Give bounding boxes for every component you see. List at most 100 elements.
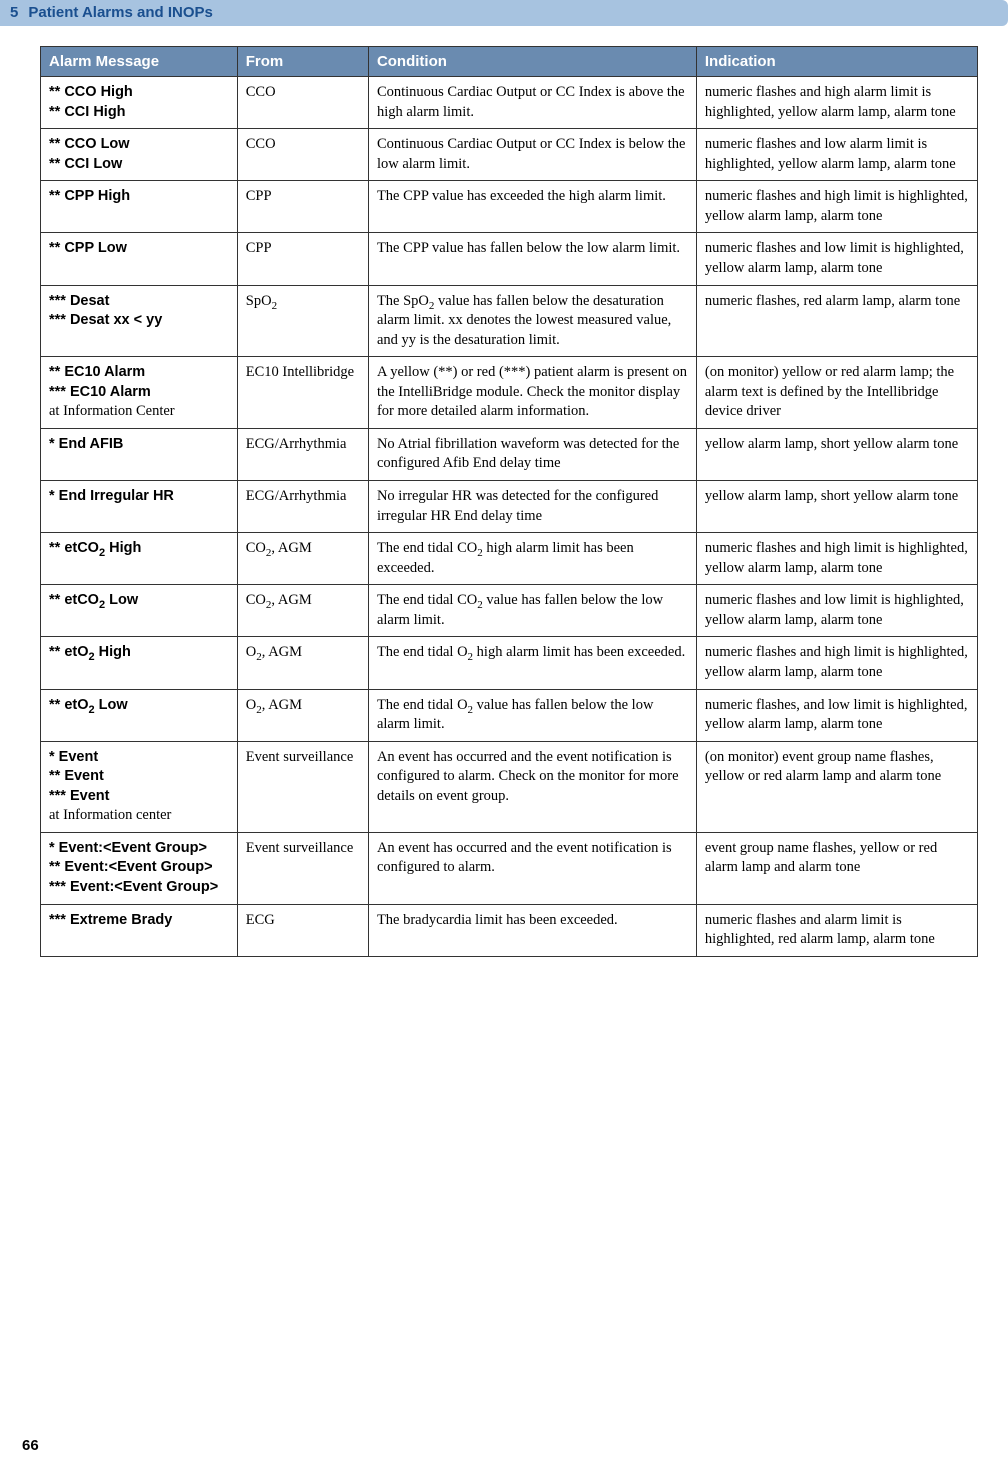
- col-header-from: From: [237, 47, 368, 77]
- indication-cell: numeric flashes and alarm limit is highl…: [696, 904, 977, 956]
- alarm-table: Alarm Message From Condition Indication …: [40, 46, 978, 957]
- condition-cell: The end tidal CO2 value has fallen below…: [368, 585, 696, 637]
- alarm-message-note: at Information Center: [49, 402, 229, 422]
- alarm-message-line: ** CCO High: [49, 83, 229, 103]
- table-row: ** etCO2 Low CO2, AGMThe end tidal CO2 va…: [41, 585, 978, 637]
- alarm-message-line: ** etCO2 Low: [49, 591, 229, 611]
- alarm-message-cell: ** CCO High** CCI High: [41, 77, 238, 129]
- from-cell: CCO: [237, 77, 368, 129]
- condition-cell: No irregular HR was detected for the con…: [368, 481, 696, 533]
- alarm-message-cell: * End Irregular HR: [41, 481, 238, 533]
- from-cell: CO2, AGM: [237, 585, 368, 637]
- table-row: * End Irregular HR ECG/ArrhythmiaNo irreg…: [41, 481, 978, 533]
- from-cell: EC10 Intellibridge: [237, 357, 368, 429]
- from-cell: ECG/Arrhythmia: [237, 481, 368, 533]
- alarm-message-line: ** CPP High: [49, 187, 229, 207]
- table-header-row: Alarm Message From Condition Indication: [41, 47, 978, 77]
- from-cell: Event surveillance: [237, 832, 368, 904]
- condition-cell: The CPP value has fallen below the low a…: [368, 233, 696, 285]
- page-number: 66: [22, 1437, 39, 1454]
- indication-cell: event group name flashes, yellow or red …: [696, 832, 977, 904]
- indication-cell: numeric flashes and low limit is highlig…: [696, 585, 977, 637]
- table-row: ** etCO2 High CO2, AGMThe end tidal CO2 h…: [41, 533, 978, 585]
- condition-cell: The end tidal CO2 high alarm limit has b…: [368, 533, 696, 585]
- alarm-message-cell: ** CPP Low: [41, 233, 238, 285]
- from-cell: O2, AGM: [237, 689, 368, 741]
- chapter-title: Patient Alarms and INOPs: [28, 4, 213, 21]
- indication-cell: numeric flashes and high limit is highli…: [696, 533, 977, 585]
- alarm-message-line: * Event: [49, 748, 229, 768]
- chapter-header: 5 Patient Alarms and INOPs: [0, 0, 1008, 26]
- from-cell: Event surveillance: [237, 741, 368, 832]
- indication-cell: numeric flashes and high limit is highli…: [696, 637, 977, 689]
- indication-cell: numeric flashes and high alarm limit is …: [696, 77, 977, 129]
- alarm-message-line: ** etO2 High: [49, 643, 229, 663]
- from-cell: CPP: [237, 181, 368, 233]
- alarm-message-line: ** EC10 Alarm: [49, 363, 229, 383]
- indication-cell: yellow alarm lamp, short yellow alarm to…: [696, 481, 977, 533]
- table-row: *** Extreme BradyECGThe bradycardia limi…: [41, 904, 978, 956]
- table-row: ** CCO High** CCI HighCCOContinuous Card…: [41, 77, 978, 129]
- alarm-message-cell: * Event:<Event Group>** Event:<Event Gro…: [41, 832, 238, 904]
- alarm-message-line: ** CCI High: [49, 103, 229, 123]
- alarm-message-note: at Information center: [49, 806, 229, 826]
- from-cell: CO2, AGM: [237, 533, 368, 585]
- condition-cell: The CPP value has exceeded the high alar…: [368, 181, 696, 233]
- col-header-condition: Condition: [368, 47, 696, 77]
- col-header-alarm: Alarm Message: [41, 47, 238, 77]
- indication-cell: numeric flashes, red alarm lamp, alarm t…: [696, 285, 977, 357]
- indication-cell: yellow alarm lamp, short yellow alarm to…: [696, 428, 977, 480]
- alarm-message-line: ** CCO Low: [49, 135, 229, 155]
- alarm-message-line: *** Desat xx < yy: [49, 311, 229, 331]
- alarm-message-line: ** CCI Low: [49, 155, 229, 175]
- alarm-message-cell: ** CPP High: [41, 181, 238, 233]
- alarm-message-line: *** Extreme Brady: [49, 911, 229, 931]
- alarm-message-line: ** Event:<Event Group>: [49, 858, 229, 878]
- indication-cell: numeric flashes and low alarm limit is h…: [696, 129, 977, 181]
- table-row: ** etO2 Low O2, AGMThe end tidal O2 value…: [41, 689, 978, 741]
- from-cell: ECG/Arrhythmia: [237, 428, 368, 480]
- table-row: * Event:<Event Group>** Event:<Event Gro…: [41, 832, 978, 904]
- alarm-message-cell: *** Desat*** Desat xx < yy: [41, 285, 238, 357]
- col-header-indication: Indication: [696, 47, 977, 77]
- alarm-message-line: *** Desat: [49, 292, 229, 312]
- alarm-message-cell: ** etO2 Low: [41, 689, 238, 741]
- indication-cell: (on monitor) event group name flashes, y…: [696, 741, 977, 832]
- condition-cell: Continuous Cardiac Output or CC Index is…: [368, 77, 696, 129]
- alarm-message-cell: * Event** Event*** Eventat Information c…: [41, 741, 238, 832]
- alarm-message-cell: *** Extreme Brady: [41, 904, 238, 956]
- condition-cell: The end tidal O2 value has fallen below …: [368, 689, 696, 741]
- condition-cell: No Atrial fibrillation waveform was dete…: [368, 428, 696, 480]
- alarm-message-line: ** etO2 Low: [49, 696, 229, 716]
- indication-cell: (on monitor) yellow or red alarm lamp; t…: [696, 357, 977, 429]
- alarm-message-cell: ** etO2 High: [41, 637, 238, 689]
- indication-cell: numeric flashes and low limit is highlig…: [696, 233, 977, 285]
- table-row: ** etO2 High O2, AGMThe end tidal O2 high…: [41, 637, 978, 689]
- alarm-message-line: ** Event: [49, 767, 229, 787]
- alarm-message-line: ** etCO2 High: [49, 539, 229, 559]
- alarm-message-cell: ** CCO Low** CCI Low: [41, 129, 238, 181]
- alarm-message-line: * End Irregular HR: [49, 487, 229, 507]
- chapter-number: 5: [10, 4, 18, 21]
- condition-cell: An event has occurred and the event noti…: [368, 832, 696, 904]
- alarm-message-line: ** CPP Low: [49, 239, 229, 259]
- table-row: *** Desat*** Desat xx < yySpO2The SpO2 v…: [41, 285, 978, 357]
- alarm-message-cell: * End AFIB: [41, 428, 238, 480]
- condition-cell: The end tidal O2 high alarm limit has be…: [368, 637, 696, 689]
- from-cell: CCO: [237, 129, 368, 181]
- condition-cell: The SpO2 value has fallen below the desa…: [368, 285, 696, 357]
- table-row: ** CCO Low** CCI LowCCOContinuous Cardia…: [41, 129, 978, 181]
- page-content: Alarm Message From Condition Indication …: [0, 46, 1008, 957]
- table-row: ** CPP LowCPPThe CPP value has fallen be…: [41, 233, 978, 285]
- alarm-message-cell: ** etCO2 High: [41, 533, 238, 585]
- alarm-message-line: *** EC10 Alarm: [49, 383, 229, 403]
- from-cell: ECG: [237, 904, 368, 956]
- condition-cell: An event has occurred and the event noti…: [368, 741, 696, 832]
- alarm-message-line: * Event:<Event Group>: [49, 839, 229, 859]
- from-cell: SpO2: [237, 285, 368, 357]
- from-cell: O2, AGM: [237, 637, 368, 689]
- indication-cell: numeric flashes and high limit is highli…: [696, 181, 977, 233]
- alarm-message-line: *** Event:<Event Group>: [49, 878, 229, 898]
- alarm-message-cell: ** etCO2 Low: [41, 585, 238, 637]
- table-row: ** CPP High CPPThe CPP value has exceeded…: [41, 181, 978, 233]
